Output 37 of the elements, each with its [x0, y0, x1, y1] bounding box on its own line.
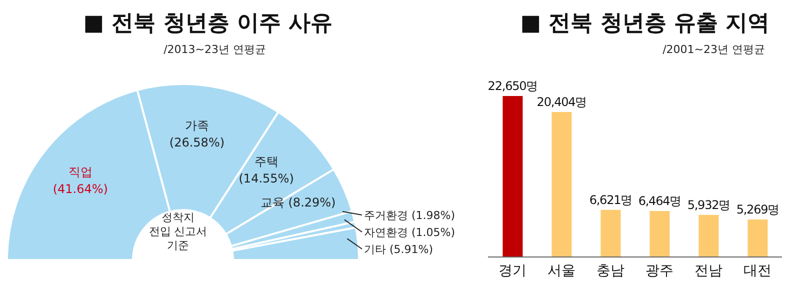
- bar: [650, 211, 670, 257]
- bar: [600, 210, 621, 257]
- slice-label: 기타: [364, 243, 386, 256]
- data-label: 5,932명: [687, 198, 730, 212]
- bar: [502, 96, 523, 257]
- x-tick-label: 충남: [596, 262, 624, 279]
- chart-subtitle: /2001~23년 연평균: [662, 42, 765, 57]
- slice-label: 자연환경: [364, 226, 408, 239]
- slice-label: 주거환경: [364, 209, 408, 222]
- bar: [552, 112, 572, 257]
- chart-title: ■ 전북 청년층 유출 지역: [519, 10, 771, 38]
- slice-label: 교육: [260, 196, 284, 210]
- data-label: (26.58%): [169, 135, 225, 150]
- data-label: 20,404명: [536, 94, 587, 109]
- data-label: (41.64%): [52, 182, 108, 196]
- x-tick-label: 광주: [646, 262, 674, 279]
- slice-label: 가족: [184, 118, 209, 132]
- chart-subtitle: /2013~23년 연평균: [162, 42, 266, 57]
- slice-label: 직업: [68, 165, 92, 180]
- slice-label: 주택: [254, 154, 278, 168]
- data-label: 6,621명: [589, 192, 632, 207]
- x-tick-label: 서울: [548, 262, 576, 279]
- bar: [748, 220, 768, 257]
- data-label: (8.29%): [288, 196, 336, 210]
- chart-title: ■ 전북 청년층 이주 사유: [82, 10, 334, 38]
- data-label: (14.55%): [238, 171, 294, 186]
- data-label: (5.91%): [390, 243, 434, 256]
- x-tick-label: 전남: [694, 262, 722, 279]
- x-tick-label: 경기: [498, 262, 526, 279]
- data-label: 22,650명: [488, 79, 538, 93]
- text: 정착지 전입 신고서 기준: [148, 211, 208, 252]
- data-label: 5,269명: [736, 202, 780, 217]
- bar: [698, 214, 719, 257]
- data-label: 6,464명: [638, 194, 682, 208]
- data-label: (1.05%): [412, 226, 456, 239]
- data-label: (1.98%): [412, 209, 456, 222]
- x-tick-label: 대전: [744, 262, 772, 279]
